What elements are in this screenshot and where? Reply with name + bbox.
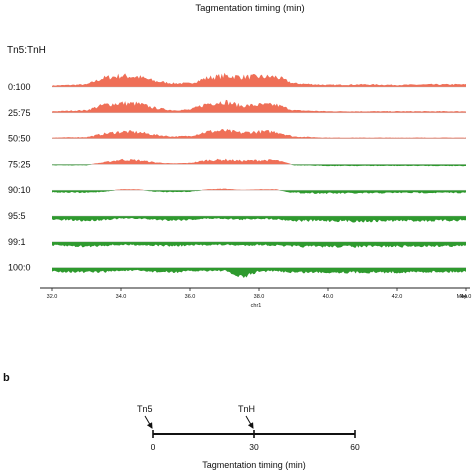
track-0-100: 0:100 (8, 72, 466, 92)
track-99-1: 99:1 (8, 237, 466, 248)
positive-signal (52, 188, 466, 191)
negative-signal (52, 164, 466, 167)
track-label: 50:50 (8, 134, 31, 144)
timeline-xlabel: Tagmentation timing (min) (202, 460, 306, 470)
genomic-tick-label: 40.0 (323, 294, 334, 300)
positive-signal (52, 128, 466, 139)
genomic-tick-label: 44.0 (461, 294, 472, 300)
timeline-tick-label: 30 (249, 442, 259, 452)
negative-signal (52, 190, 466, 195)
event-label-tn5: Tn5 (137, 404, 153, 414)
event-arrow (144, 415, 153, 429)
event-arrow (245, 415, 254, 429)
timeline-tick-label: 0 (151, 442, 156, 452)
genomic-axis-ticks: 32.0 34.0 36.0 38.0 40.0 42.0 44.0 (47, 288, 472, 300)
track-100-0: 100:0 (8, 263, 466, 279)
chromosome-label: chr1 (251, 303, 262, 309)
positive-signal (52, 158, 466, 165)
genomic-tick-label: 42.0 (392, 294, 403, 300)
genomic-tick-label: 36.0 (185, 294, 196, 300)
track-label: 90:10 (8, 185, 31, 195)
genomic-axis-unit: Mbp (457, 294, 468, 300)
coverage-tracks: 0:100 25:75 50:50 75:25 90:10 95:5 99:1 100:0 (8, 72, 466, 279)
negative-signal (52, 267, 466, 279)
genomic-tick-label: 32.0 (47, 294, 58, 300)
ratio-label: Tn5:TnH (7, 45, 46, 56)
track-label: 100:0 (8, 263, 31, 273)
track-label: 25:75 (8, 108, 31, 118)
genomic-tick-label: 38.0 (254, 294, 265, 300)
event-label-tnh: TnH (238, 404, 255, 414)
track-90-10: 90:10 (8, 185, 466, 195)
track-25-75: 25:75 (8, 99, 466, 118)
track-75-25: 75:25 (8, 158, 466, 169)
panel-b-letter: b (3, 372, 10, 384)
track-label: 99:1 (8, 237, 26, 247)
track-50-50: 50:50 (8, 128, 466, 144)
positive-signal (52, 72, 466, 87)
positive-signal (52, 99, 466, 113)
timeline-tick-label: 60 (350, 442, 360, 452)
panel-a-header: Tagmentation timing (min) (195, 3, 304, 14)
negative-signal (52, 216, 466, 223)
track-label: 95:5 (8, 211, 26, 221)
genomic-tick-label: 34.0 (116, 294, 127, 300)
track-label: 75:25 (8, 159, 31, 169)
negative-signal (52, 241, 466, 248)
track-label: 0:100 (8, 82, 31, 92)
timeline: 0 30 60 Tn5 TnH (137, 404, 360, 452)
track-95-5: 95:5 (8, 211, 466, 223)
